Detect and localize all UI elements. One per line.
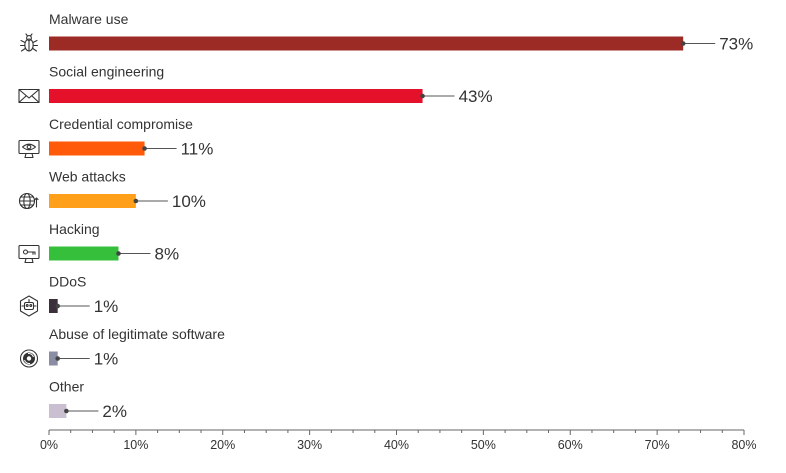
leader-dot (55, 356, 60, 361)
x-tick-label: 10% (123, 438, 148, 452)
leader-dot (420, 93, 425, 99)
category-label: Social engineering (49, 64, 164, 80)
value-label: 1% (94, 350, 119, 369)
x-tick-label: 20% (210, 438, 235, 452)
bar-row: Credential compromise 11% (18, 116, 214, 159)
category-label: Hacking (49, 221, 100, 237)
x-tick-label: 40% (384, 438, 409, 452)
category-label: Credential compromise (49, 116, 193, 132)
monitor-key-icon (18, 244, 40, 264)
leader-dot (64, 408, 69, 414)
value-label: 10% (172, 192, 206, 211)
bar-row: DDoS 1% (19, 274, 119, 317)
bar (49, 141, 145, 156)
bar-row: Malware use 73% (19, 11, 753, 54)
bar (49, 404, 67, 418)
chart-rows: Malware use 73% Social engineering 43% Crede… (18, 11, 753, 421)
value-label: 1% (94, 297, 119, 316)
bar (49, 89, 423, 103)
category-label: Web attacks (49, 169, 126, 185)
robot-icon (19, 295, 39, 317)
category-label: Abuse of legitimate software (49, 326, 225, 342)
bar-row: Web attacks 10% (18, 169, 206, 211)
leader-dot (55, 303, 60, 309)
x-tick-label: 30% (297, 438, 322, 452)
leader-dot (133, 198, 139, 204)
leader-dot (116, 251, 121, 256)
leader-dot (142, 146, 147, 151)
x-tick-label: 80% (731, 438, 756, 452)
bar (49, 36, 684, 51)
leader-dot (680, 41, 686, 46)
bar (49, 351, 58, 366)
value-label: 43% (459, 87, 493, 106)
x-tick-label: 0% (40, 438, 58, 452)
category-label: DDoS (49, 274, 86, 290)
bar-row: Abuse of legitimate software 1% (19, 326, 225, 369)
globe-icon (18, 192, 39, 210)
bar (49, 194, 136, 208)
monitor-eye-icon (18, 139, 40, 159)
bar (49, 299, 58, 313)
x-tick-label: 50% (471, 438, 496, 452)
value-label: 73% (719, 35, 753, 54)
bar-row: Hacking 8% (18, 221, 180, 264)
value-label: 8% (155, 245, 180, 264)
envelope-icon (18, 88, 40, 104)
value-label: 11% (181, 140, 214, 159)
x-tick-label: 60% (558, 438, 583, 452)
value-label: 2% (102, 402, 127, 421)
x-axis: 0% 10% 20% 30% 40% 50% 60% 70% 80% (40, 429, 757, 452)
disc-icon (19, 349, 39, 368)
category-label: Other (49, 379, 84, 395)
bar-row: Other 2% (49, 379, 127, 421)
bar (49, 246, 119, 261)
category-label: Malware use (49, 11, 129, 27)
x-tick-label: 70% (645, 438, 670, 452)
bar-row: Social engineering 43% (18, 64, 493, 106)
bug-icon (19, 33, 39, 52)
